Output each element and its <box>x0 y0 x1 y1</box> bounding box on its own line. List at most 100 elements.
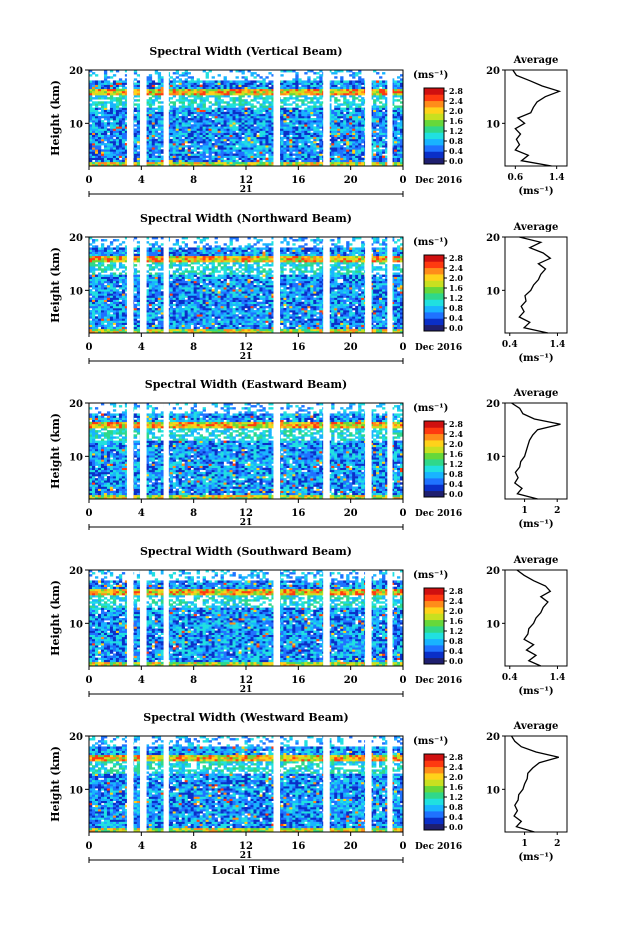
panel-title: Spectral Width (Northward Beam) <box>140 212 352 225</box>
heatmap-cell <box>319 70 323 73</box>
heatmap-cell <box>205 82 209 85</box>
heatmap-cell <box>133 310 138 313</box>
heatmap-cell <box>400 113 404 117</box>
heatmap-cell <box>190 155 194 158</box>
heatmap-cell <box>172 128 177 131</box>
heatmap-cell <box>124 88 129 92</box>
heatmap-cell <box>89 80 93 83</box>
heatmap-cell <box>94 245 99 248</box>
heatmap-cell <box>247 153 251 156</box>
heatmap-cell <box>346 149 350 152</box>
heatmap-cell <box>220 84 224 87</box>
heatmap-cell <box>319 74 323 77</box>
heatmap-cell <box>118 163 123 167</box>
heatmap-cell <box>94 274 99 277</box>
heatmap-cell <box>136 312 141 315</box>
heatmap-cell <box>181 145 185 148</box>
heatmap-cell <box>118 278 123 282</box>
heatmap-cell <box>160 115 165 119</box>
heatmap-cell <box>265 76 269 79</box>
heatmap-cell <box>190 149 194 152</box>
heatmap-cell <box>379 82 383 85</box>
heatmap-cell <box>349 88 353 92</box>
heatmap-cell <box>232 126 236 129</box>
heatmap-cell <box>349 153 353 156</box>
heatmap-cell <box>238 130 242 133</box>
heatmap-cell <box>289 118 293 121</box>
heatmap-cell <box>259 130 263 133</box>
heatmap-cell <box>133 138 138 142</box>
heatmap-cell <box>109 115 114 119</box>
heatmap-cell <box>217 126 221 129</box>
heatmap-cell <box>169 109 174 113</box>
heatmap-cell <box>247 128 251 131</box>
heatmap-cell <box>241 95 245 98</box>
heatmap-cell <box>304 132 308 135</box>
heatmap-cell <box>229 80 233 83</box>
heatmap-cell <box>100 326 105 330</box>
heatmap-cell <box>106 157 111 161</box>
heatmap-cell <box>100 80 105 83</box>
heatmap-cell <box>280 136 284 140</box>
heatmap-cell <box>301 111 305 115</box>
heatmap-cell <box>184 128 188 131</box>
heatmap-cell <box>124 151 129 154</box>
heatmap-cell <box>217 113 221 117</box>
heatmap-cell <box>115 134 120 138</box>
heatmap-cell <box>205 107 209 110</box>
heatmap-cell <box>214 157 218 161</box>
heatmap-cell <box>313 80 317 83</box>
heatmap-cell <box>136 113 141 117</box>
heatmap-cell <box>109 145 114 148</box>
heatmap-cell <box>133 113 138 117</box>
heatmap-cell <box>181 151 185 154</box>
heatmap-cell <box>280 126 284 129</box>
heatmap-cell <box>91 101 96 104</box>
heatmap-cell <box>301 140 305 144</box>
heatmap-cell <box>271 130 275 133</box>
heatmap-cell <box>124 285 129 288</box>
heatmap-cell <box>307 147 311 150</box>
heatmap-cell <box>232 163 236 167</box>
heatmap-cell <box>109 287 114 290</box>
heatmap-cell <box>292 153 296 156</box>
heatmap-cell <box>397 115 401 119</box>
heatmap-cell <box>268 90 272 94</box>
heatmap-cell <box>103 113 108 117</box>
heatmap-cell <box>352 161 356 165</box>
heatmap-cell <box>235 163 239 167</box>
heatmap-cell <box>391 78 395 81</box>
heatmap-cell <box>103 124 108 127</box>
heatmap-cell <box>394 134 398 138</box>
heatmap-cell <box>361 78 365 81</box>
heatmap-cell <box>115 307 120 311</box>
heatmap-cell <box>115 245 120 248</box>
heatmap-cell <box>211 82 215 85</box>
heatmap-cell <box>208 118 212 121</box>
panel-0: Spectral Width (Vertical Beam)1020Height… <box>49 45 568 197</box>
heatmap-cell <box>148 151 153 154</box>
heatmap-cell <box>169 92 174 96</box>
heatmap-cell <box>109 247 114 250</box>
heatmap-cell <box>124 147 129 150</box>
heatmap-cell <box>355 88 359 92</box>
heatmap-cell <box>109 86 114 90</box>
heatmap-cell <box>148 264 153 267</box>
heatmap-cell <box>295 80 299 83</box>
heatmap-cell <box>94 255 99 259</box>
heatmap-cell <box>106 316 111 319</box>
heatmap-cell <box>112 297 117 300</box>
panel-1: Spectral Width (Northward Beam)1020Heigh… <box>49 212 568 364</box>
heatmap-cell <box>136 320 141 323</box>
heatmap-cell <box>316 111 320 115</box>
heatmap-cell <box>89 330 93 334</box>
heatmap-cell <box>256 140 260 144</box>
heatmap-cell <box>202 122 206 125</box>
heatmap-cell <box>100 109 105 113</box>
heatmap-cell <box>343 82 347 85</box>
heatmap-cell <box>160 82 165 85</box>
heatmap-cell <box>100 90 105 94</box>
heatmap-cell <box>232 124 236 127</box>
heatmap-cell <box>280 92 284 96</box>
heatmap-cell <box>133 153 138 156</box>
